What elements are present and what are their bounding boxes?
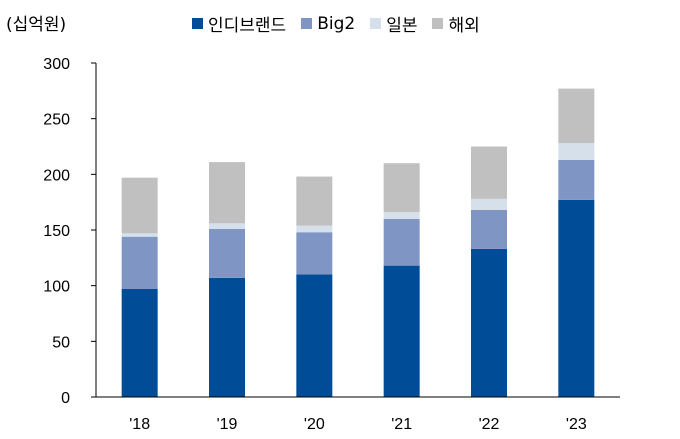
legend-item-overseas: 해외 <box>432 11 480 36</box>
x-tick-label-2: '20 <box>304 416 325 433</box>
bar-segment-3-0 <box>121 177 158 234</box>
bar-segment-3-5 <box>558 88 595 144</box>
bar-segment-0-3 <box>383 265 420 397</box>
x-tick-label-3: '21 <box>391 416 412 433</box>
y-tick-label-4: 200 <box>43 167 70 184</box>
legend-label-overseas: 해외 <box>448 16 480 36</box>
bar-segment-0-4 <box>471 248 507 397</box>
bar-segment-3-4 <box>471 146 507 199</box>
legend-swatch-indie <box>192 18 203 29</box>
y-axis-unit-label: (십억원) <box>6 15 67 35</box>
legend-swatch-japan <box>370 18 382 29</box>
bar-segment-2-1 <box>209 223 245 229</box>
bar-segment-0-0 <box>121 289 158 397</box>
y-tick-label-1: 50 <box>52 334 70 351</box>
legend: 인디브랜드 Big2 일본 해외 <box>192 11 495 36</box>
x-tick-label-0: '18 <box>129 416 150 433</box>
bar-segment-2-5 <box>558 143 595 160</box>
legend-item-japan: 일본 <box>370 11 417 36</box>
bar-segment-1-5 <box>558 159 595 200</box>
bar-segment-0-1 <box>209 277 245 397</box>
y-tick-label-6: 300 <box>43 56 70 73</box>
bar-segment-2-4 <box>471 198 507 210</box>
bar-segment-2-2 <box>296 225 333 233</box>
bar-segment-0-2 <box>296 274 333 397</box>
x-tick-label-5: '23 <box>566 416 587 433</box>
bar-segment-0-5 <box>558 199 595 397</box>
bar-segment-1-1 <box>209 228 245 278</box>
legend-label-japan: 일본 <box>386 16 418 36</box>
bar-segment-2-3 <box>383 212 420 219</box>
x-tick-label-1: '19 <box>217 416 238 433</box>
bar-segment-1-2 <box>296 232 333 275</box>
y-tick-label-0: 0 <box>61 390 70 407</box>
y-tick-label-2: 100 <box>43 279 70 296</box>
bar-segment-3-2 <box>296 176 333 226</box>
legend-label-indie: 인디브랜드 <box>208 16 287 36</box>
bar-segment-1-0 <box>121 236 158 290</box>
legend-label-big2: Big2 <box>317 13 356 34</box>
legend-item-indie: 인디브랜드 <box>192 11 286 36</box>
bar-segment-2-0 <box>121 233 158 237</box>
legend-item-big2: Big2 <box>301 14 355 34</box>
legend-swatch-overseas <box>432 18 444 29</box>
x-tick-label-4: '22 <box>479 416 500 433</box>
bar-segment-3-1 <box>209 162 245 224</box>
bar-segment-1-3 <box>383 218 420 266</box>
y-tick-label-3: 150 <box>43 223 70 240</box>
bar-segment-3-3 <box>383 163 420 213</box>
y-tick-label-5: 250 <box>43 112 70 129</box>
legend-swatch-big2 <box>301 18 313 29</box>
bar-segment-1-4 <box>471 209 507 249</box>
